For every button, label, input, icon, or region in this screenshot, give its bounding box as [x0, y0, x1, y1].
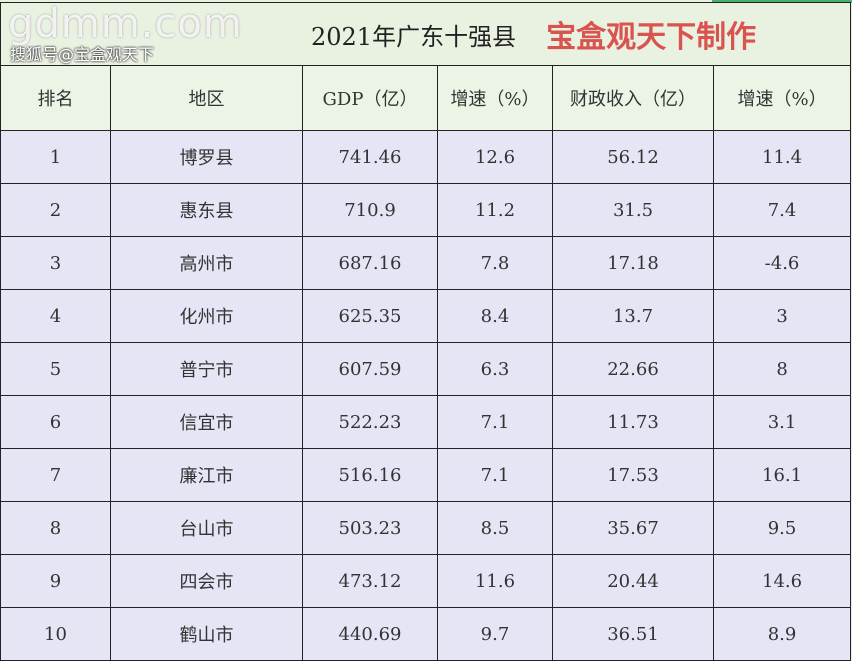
table-cell: 440.69 [302, 607, 438, 661]
table-cell: 31.5 [552, 183, 714, 237]
column-header: 增速（%） [437, 65, 553, 131]
table-row: 4 化州市 625.35 8.4 13.7 3 [0, 289, 852, 343]
table-row: 10 鹤山市 440.69 9.7 36.51 8.9 [0, 607, 852, 661]
table-cell: 6.3 [437, 342, 553, 396]
table-cell: 3.1 [712, 395, 852, 449]
table-row: 2 惠东县 710.9 11.2 31.5 7.4 [0, 183, 852, 237]
table-cell: 8.9 [712, 607, 852, 661]
table-cell: 503.23 [302, 501, 438, 555]
table-cell: 56.12 [552, 130, 714, 184]
column-header: GDP（亿） [302, 65, 438, 131]
table-row: 3 高州市 687.16 7.8 17.18 -4.6 [0, 236, 852, 290]
table-cell: 8 [0, 501, 111, 555]
table-cell: 16.1 [712, 448, 852, 502]
table-cell: 6 [0, 395, 111, 449]
table-title: 2021年广东十强县 [311, 22, 517, 51]
table-cell: 9.5 [712, 501, 852, 555]
header-row: 排名 地区 GDP（亿） 增速（%） 财政收入（亿） 增速（%） [0, 65, 852, 131]
table-row: 6 信宜市 522.23 7.1 11.73 3.1 [0, 395, 852, 449]
table-cell: 607.59 [302, 342, 438, 396]
table-cell: 522.23 [302, 395, 438, 449]
table-cell: 11.73 [552, 395, 714, 449]
table-row: 8 台山市 503.23 8.5 35.67 9.5 [0, 501, 852, 555]
column-header: 排名 [0, 65, 111, 131]
table-cell: 鹤山市 [110, 607, 303, 661]
column-header: 增速（%） [712, 65, 852, 131]
table-cell: 7.1 [437, 395, 553, 449]
table-cell: 9.7 [437, 607, 553, 661]
table-cell: 516.16 [302, 448, 438, 502]
table-cell: 11.6 [437, 554, 553, 608]
table-cell: 7.4 [712, 183, 852, 237]
table-cell: 高州市 [110, 236, 303, 290]
table-cell: 14.6 [712, 554, 852, 608]
table-cell: 710.9 [302, 183, 438, 237]
table-cell: 5 [0, 342, 111, 396]
table-row: 1 博罗县 741.46 12.6 56.12 11.4 [0, 130, 852, 184]
table-cell: 741.46 [302, 130, 438, 184]
top-accent-line [712, 0, 852, 3]
maker-label: 宝盒观天下制作 [546, 20, 757, 55]
table-cell: 36.51 [552, 607, 714, 661]
table-cell: 625.35 [302, 289, 438, 343]
table-cell: 35.67 [552, 501, 714, 555]
table-cell: 473.12 [302, 554, 438, 608]
table-cell: 化州市 [110, 289, 303, 343]
table-cell: 博罗县 [110, 130, 303, 184]
table-cell: 12.6 [437, 130, 553, 184]
table-cell: 7.8 [437, 236, 553, 290]
table-cell: 10 [0, 607, 111, 661]
table-cell: -4.6 [712, 236, 852, 290]
table-cell: 20.44 [552, 554, 714, 608]
table-cell: 11.2 [437, 183, 553, 237]
table-row: 5 普宁市 607.59 6.3 22.66 8 [0, 342, 852, 396]
table-cell: 7.1 [437, 448, 553, 502]
table-cell: 3 [712, 289, 852, 343]
title-row: 2021年广东十强县 宝盒观天下制作 [0, 2, 852, 66]
column-header: 地区 [110, 65, 303, 131]
table-cell: 8.5 [437, 501, 553, 555]
table-cell: 廉江市 [110, 448, 303, 502]
table-cell: 8.4 [437, 289, 553, 343]
table-cell: 7 [0, 448, 111, 502]
table-cell: 惠东县 [110, 183, 303, 237]
column-header: 财政收入（亿） [552, 65, 714, 131]
table-cell: 687.16 [302, 236, 438, 290]
table-cell: 8 [712, 342, 852, 396]
table-row: 9 四会市 473.12 11.6 20.44 14.6 [0, 554, 852, 608]
table-cell: 四会市 [110, 554, 303, 608]
table-cell: 台山市 [110, 501, 303, 555]
table-cell: 11.4 [712, 130, 852, 184]
watermark: gdmm.com [8, 1, 243, 47]
table-cell: 1 [0, 130, 111, 184]
table-cell: 17.53 [552, 448, 714, 502]
table-cell: 9 [0, 554, 111, 608]
table-cell: 普宁市 [110, 342, 303, 396]
table-cell: 3 [0, 236, 111, 290]
table-cell: 17.18 [552, 236, 714, 290]
source-watermark: 搜狐号@宝盒观天下 [10, 45, 155, 64]
table-cell: 22.66 [552, 342, 714, 396]
table-row: 7 廉江市 516.16 7.1 17.53 16.1 [0, 448, 852, 502]
table-cell: 4 [0, 289, 111, 343]
table-cell: 13.7 [552, 289, 714, 343]
table-cell: 2 [0, 183, 111, 237]
table-cell: 信宜市 [110, 395, 303, 449]
